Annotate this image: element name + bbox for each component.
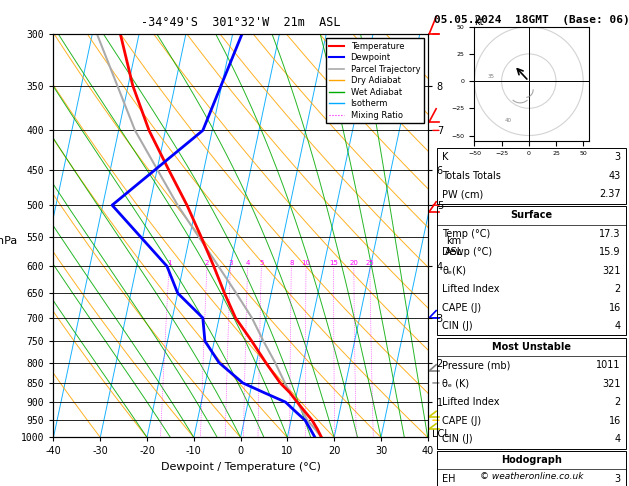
Text: 321: 321 xyxy=(603,266,621,276)
Text: 4: 4 xyxy=(615,321,621,331)
Text: 2.37: 2.37 xyxy=(599,190,621,199)
Text: 2: 2 xyxy=(205,260,209,266)
Text: 16: 16 xyxy=(609,303,621,312)
Text: 35: 35 xyxy=(487,74,494,79)
Text: CAPE (J): CAPE (J) xyxy=(442,303,481,312)
Text: θₑ (K): θₑ (K) xyxy=(442,379,469,389)
Text: 1011: 1011 xyxy=(596,361,621,370)
Text: Surface: Surface xyxy=(511,210,552,220)
Text: 25: 25 xyxy=(365,260,374,266)
Text: 15.9: 15.9 xyxy=(599,247,621,257)
Text: 3: 3 xyxy=(615,474,621,484)
Text: -34°49'S  301°32'W  21m  ASL: -34°49'S 301°32'W 21m ASL xyxy=(141,16,340,29)
Text: Most Unstable: Most Unstable xyxy=(492,342,571,352)
Text: K: K xyxy=(442,153,448,162)
Text: 17.3: 17.3 xyxy=(599,229,621,239)
Y-axis label: hPa: hPa xyxy=(0,236,17,246)
Text: kt: kt xyxy=(474,17,484,27)
Text: Pressure (mb): Pressure (mb) xyxy=(442,361,511,370)
Text: 10: 10 xyxy=(301,260,311,266)
Text: 1: 1 xyxy=(167,260,171,266)
Text: Lifted Index: Lifted Index xyxy=(442,398,499,407)
Text: CIN (J): CIN (J) xyxy=(442,321,473,331)
Text: 20: 20 xyxy=(349,260,359,266)
Text: Dewp (°C): Dewp (°C) xyxy=(442,247,493,257)
Text: CAPE (J): CAPE (J) xyxy=(442,416,481,426)
X-axis label: Dewpoint / Temperature (°C): Dewpoint / Temperature (°C) xyxy=(160,462,321,472)
Text: PW (cm): PW (cm) xyxy=(442,190,484,199)
Text: 2: 2 xyxy=(615,398,621,407)
Text: Hodograph: Hodograph xyxy=(501,455,562,465)
Text: 3: 3 xyxy=(615,153,621,162)
Text: © weatheronline.co.uk: © weatheronline.co.uk xyxy=(480,472,583,481)
Text: LCL: LCL xyxy=(432,429,450,439)
Text: 321: 321 xyxy=(603,379,621,389)
Text: 4: 4 xyxy=(245,260,250,266)
Text: 8: 8 xyxy=(289,260,294,266)
Text: 15: 15 xyxy=(329,260,338,266)
Text: 40: 40 xyxy=(505,119,512,123)
Legend: Temperature, Dewpoint, Parcel Trajectory, Dry Adiabat, Wet Adiabat, Isotherm, Mi: Temperature, Dewpoint, Parcel Trajectory… xyxy=(326,38,423,123)
Text: 4: 4 xyxy=(615,434,621,444)
Text: 05.05.2024  18GMT  (Base: 06): 05.05.2024 18GMT (Base: 06) xyxy=(433,15,629,25)
Text: Temp (°C): Temp (°C) xyxy=(442,229,491,239)
Text: Lifted Index: Lifted Index xyxy=(442,284,499,294)
Text: 16: 16 xyxy=(609,416,621,426)
Text: 3: 3 xyxy=(228,260,233,266)
Text: 2: 2 xyxy=(615,284,621,294)
Text: Totals Totals: Totals Totals xyxy=(442,171,501,181)
Text: θₑ(K): θₑ(K) xyxy=(442,266,466,276)
Text: 43: 43 xyxy=(609,171,621,181)
Text: EH: EH xyxy=(442,474,455,484)
Text: CIN (J): CIN (J) xyxy=(442,434,473,444)
Y-axis label: km
ASL: km ASL xyxy=(445,236,463,257)
Text: 5: 5 xyxy=(259,260,264,266)
